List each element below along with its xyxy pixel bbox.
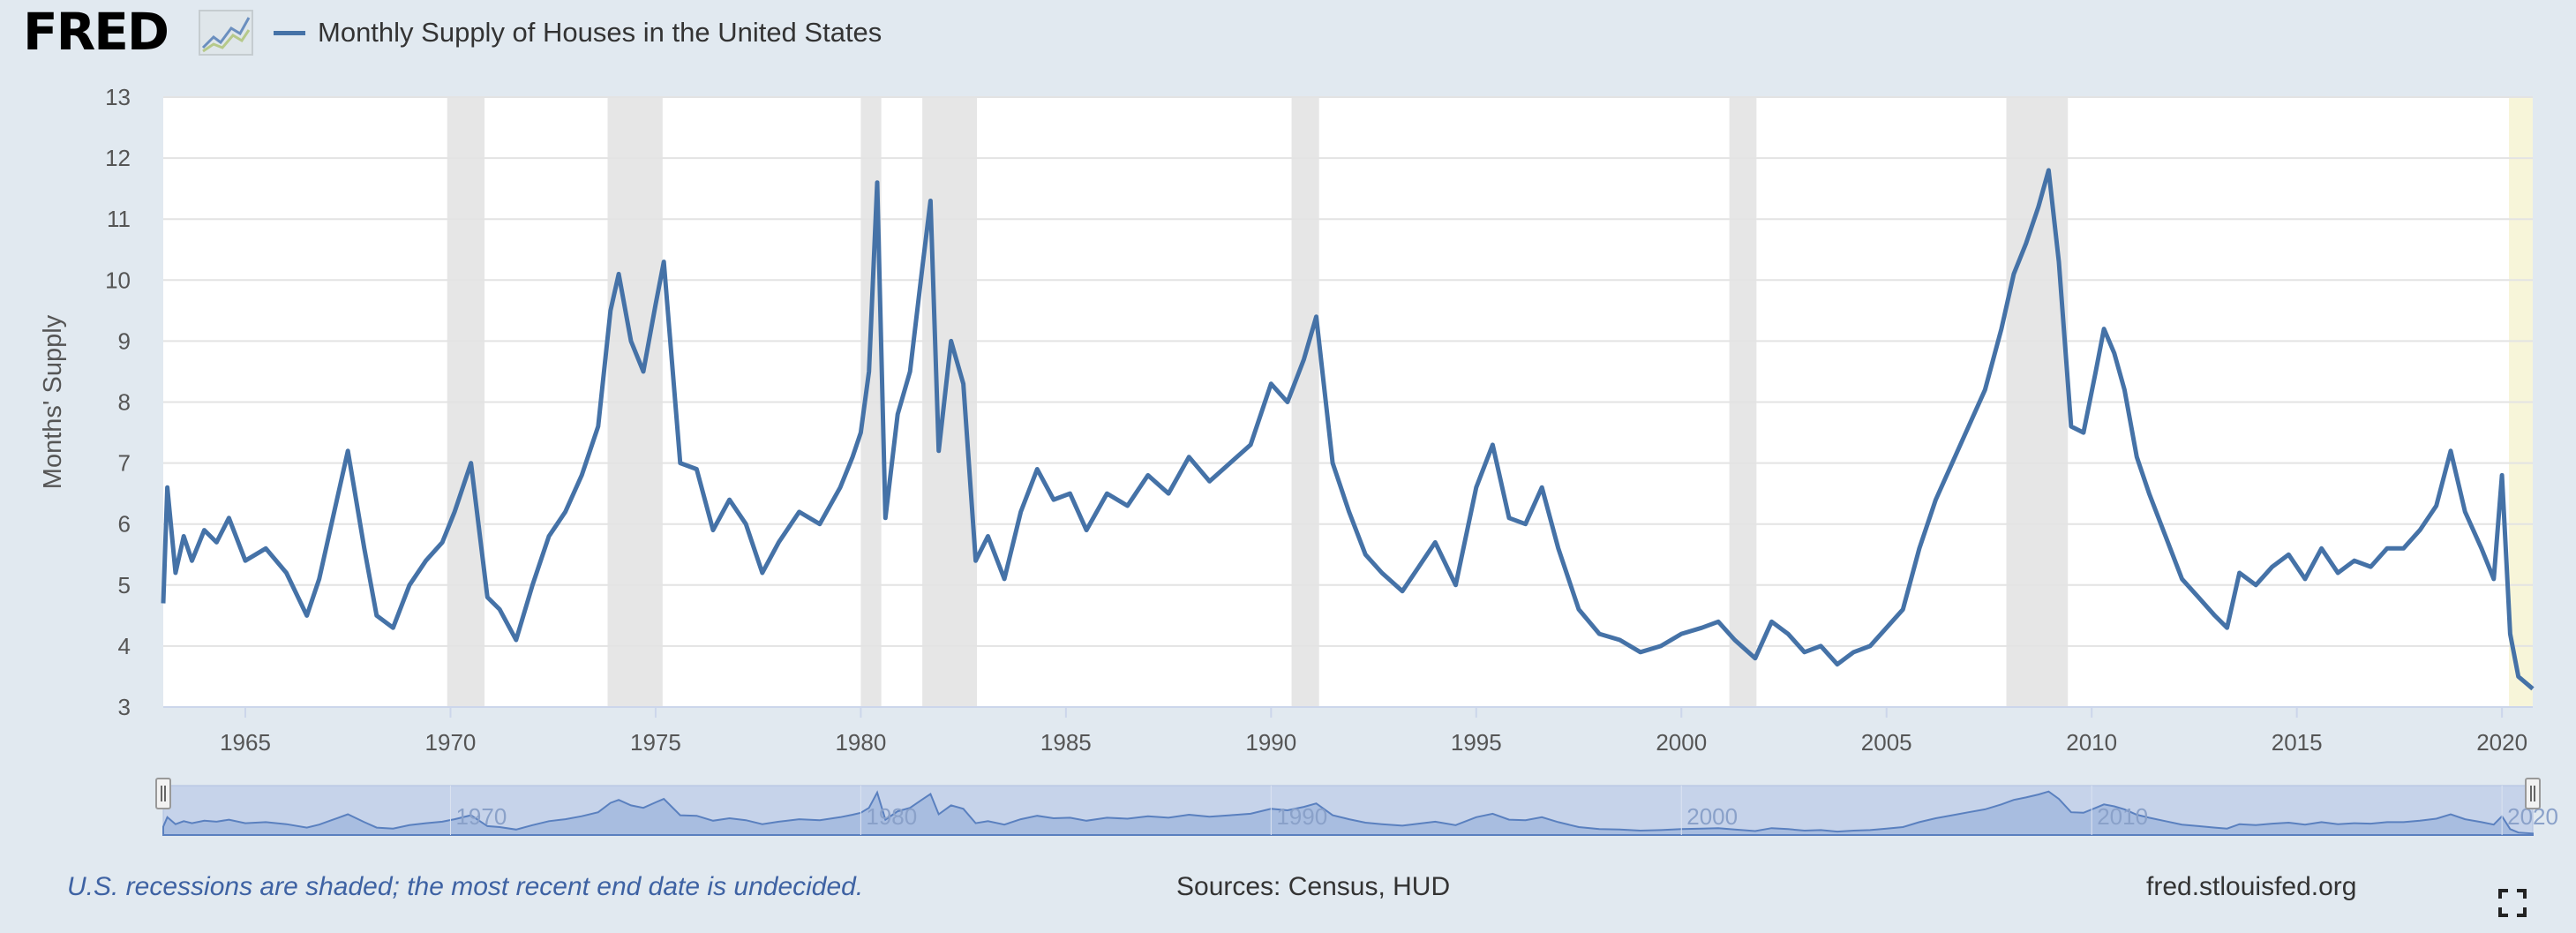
y-axis-label: Months' Supply — [39, 314, 67, 489]
y-tick-label: 12 — [105, 145, 131, 171]
x-tick-label: 1985 — [1040, 729, 1092, 756]
y-tick-label: 3 — [118, 694, 131, 720]
navigator-label: 2000 — [1686, 803, 1738, 830]
x-tick-label: 1995 — [1451, 729, 1502, 756]
y-tick-label: 7 — [118, 450, 131, 477]
navigator[interactable]: 1970 1980 1990 2000 2010 2020 — [155, 778, 2558, 836]
handle-grip[interactable] — [155, 778, 171, 809]
y-tick-label: 4 — [118, 633, 131, 659]
handle-grip[interactable] — [2525, 778, 2541, 809]
y-tick-label: 11 — [107, 206, 131, 232]
x-tick-label: 2015 — [2272, 729, 2323, 756]
y-tick-label: 10 — [105, 267, 131, 293]
x-axis-ticks: 1965 1970 1975 1980 1985 1990 1995 2000 2005 2010… — [220, 707, 2527, 756]
y-axis-ticks: 3 4 5 6 7 8 9 10 11 12 13 — [105, 84, 131, 720]
x-tick-label: 2000 — [1656, 729, 1707, 756]
y-tick-label: 9 — [118, 327, 131, 354]
x-tick-label: 2020 — [2476, 729, 2527, 756]
x-tick-label: 1980 — [835, 729, 886, 756]
series-line — [161, 168, 2535, 691]
legend-swatch — [274, 31, 305, 35]
x-tick-label: 1975 — [630, 729, 681, 756]
y-tick-label: 8 — [118, 389, 131, 416]
grid-lines — [163, 96, 2533, 708]
navigator-label: 2010 — [2097, 803, 2148, 830]
y-tick-label: 13 — [105, 84, 131, 110]
chart-line-icon — [199, 10, 253, 56]
y-tick-label: 6 — [118, 511, 131, 538]
x-tick-label: 1965 — [220, 729, 271, 756]
chart-header: FRED Monthly Supply of Houses in the Uni… — [0, 0, 2576, 71]
x-tick-label: 1970 — [425, 729, 477, 756]
navigator-handle-left[interactable] — [155, 778, 171, 809]
site-link[interactable]: fred.stlouisfed.org — [2146, 872, 2357, 901]
sources-text: Sources: Census, HUD — [1176, 872, 1451, 901]
navigator-series-area — [162, 790, 2534, 836]
fred-logo[interactable]: FRED — [23, 2, 169, 62]
x-tick-label: 1990 — [1245, 729, 1296, 756]
legend-label: Monthly Supply of Houses in the United S… — [318, 17, 882, 48]
fullscreen-icon[interactable] — [2498, 889, 2527, 917]
y-tick-label: 5 — [118, 572, 131, 598]
navigator-label: 1990 — [1276, 803, 1327, 830]
navigator-label: 1980 — [866, 803, 917, 830]
x-tick-label: 2010 — [2066, 729, 2117, 756]
x-tick-label: 2005 — [1861, 729, 1912, 756]
navigator-labels: 1970 1980 1990 2000 2010 2020 — [449, 786, 2558, 835]
navigator-label: 1970 — [455, 803, 507, 830]
navigator-handle-right[interactable] — [2525, 778, 2541, 809]
recession-note: U.S. recessions are shaded; the most rec… — [67, 872, 864, 901]
